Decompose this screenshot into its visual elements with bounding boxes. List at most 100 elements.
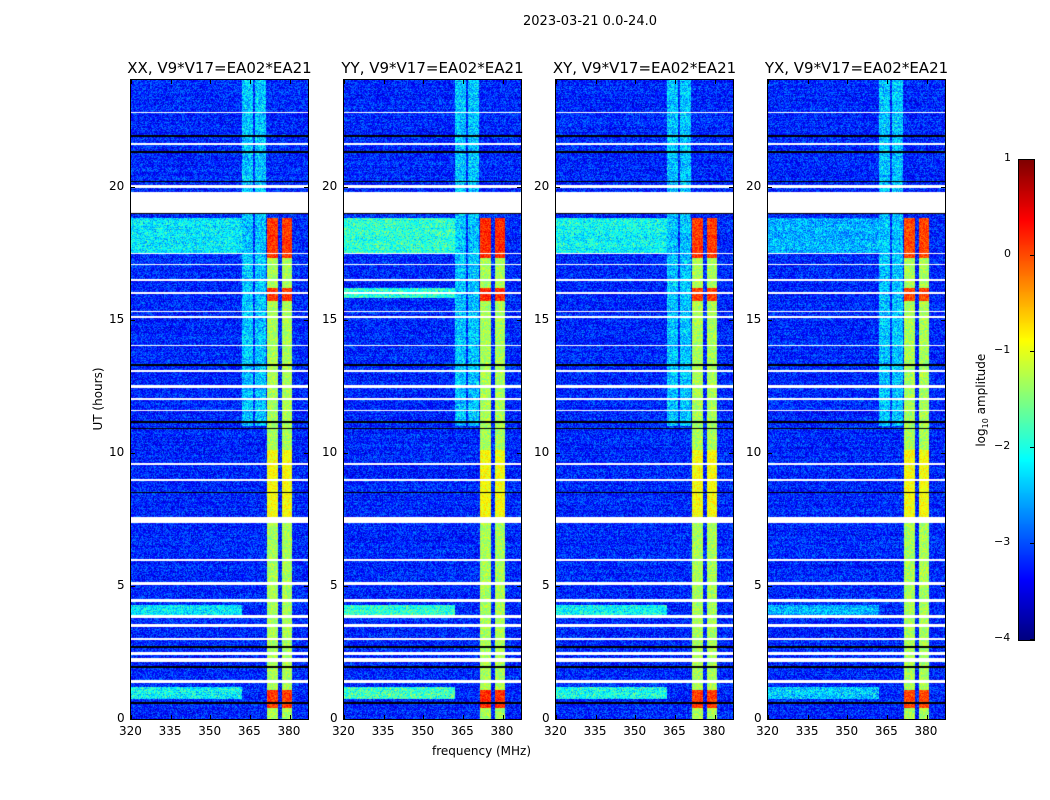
y-tick	[556, 186, 560, 188]
x-tick	[383, 80, 385, 84]
y-tick	[729, 319, 733, 321]
x-tick	[462, 715, 464, 719]
x-tick	[502, 715, 504, 719]
y-tick-label: 0	[754, 711, 762, 725]
y-tick	[517, 186, 521, 188]
x-tick-label: 350	[835, 724, 859, 738]
y-tick	[941, 585, 945, 587]
heatmap-panel	[130, 79, 309, 720]
heatmap-panel	[343, 79, 522, 720]
y-tick	[304, 585, 308, 587]
y-tick	[556, 719, 560, 720]
x-tick	[210, 80, 212, 84]
y-tick	[941, 186, 945, 188]
y-tick	[517, 585, 521, 587]
panel-title: XY, V9*V17=EA02*EA21	[552, 59, 737, 77]
y-tick	[768, 719, 772, 720]
y-tick-label: 15	[109, 311, 125, 326]
x-axis-label: frequency (MHz)	[432, 744, 532, 758]
y-tick-label: 20	[322, 178, 338, 193]
y-tick	[729, 452, 733, 454]
colorbar-label: log10 amplitude	[974, 340, 990, 460]
y-tick-label: 15	[534, 311, 550, 326]
y-tick	[131, 186, 135, 188]
colorbar-tick-label: 1	[1004, 151, 1011, 164]
y-tick	[304, 719, 308, 720]
heatmap-image	[344, 80, 521, 719]
colorbar-tick-label: 0	[1004, 247, 1011, 260]
y-tick	[556, 319, 560, 321]
y-tick	[768, 319, 772, 321]
x-tick	[423, 715, 425, 719]
colorbar-tick	[1030, 639, 1034, 640]
y-tick	[517, 719, 521, 720]
y-tick	[729, 719, 733, 720]
x-tick	[714, 715, 716, 719]
x-tick-label: 365	[874, 724, 898, 738]
x-tick	[807, 80, 809, 84]
y-tick	[131, 719, 135, 720]
colorbar-tick	[1030, 159, 1034, 160]
x-tick	[289, 715, 291, 719]
y-tick	[768, 585, 772, 587]
x-tick	[847, 80, 849, 84]
y-tick	[304, 186, 308, 188]
x-tick	[768, 715, 769, 719]
x-tick	[131, 80, 132, 84]
panel-title: YY, V9*V17=EA02*EA21	[341, 59, 524, 77]
y-tick	[344, 186, 348, 188]
x-tick	[170, 80, 172, 84]
x-tick	[926, 80, 928, 84]
colorbar-tick-label: −4	[994, 631, 1011, 644]
x-tick	[170, 715, 172, 719]
x-tick	[383, 715, 385, 719]
x-tick-label: 350	[623, 724, 647, 738]
x-tick-label: 365	[662, 724, 686, 738]
y-tick	[517, 452, 521, 454]
y-tick	[556, 585, 560, 587]
colorbar-tick-label: −2	[994, 439, 1011, 452]
x-tick	[249, 715, 251, 719]
x-tick	[556, 715, 557, 719]
colorbar-tick-label: −3	[994, 535, 1011, 548]
x-tick-label: 335	[371, 724, 395, 738]
colorbar-gradient	[1019, 160, 1034, 640]
x-tick-label: 335	[158, 724, 182, 738]
x-tick	[210, 715, 212, 719]
y-tick-label: 10	[746, 444, 762, 459]
y-tick	[517, 319, 521, 321]
x-tick	[502, 80, 504, 84]
y-tick-label: 10	[534, 444, 550, 459]
y-tick-label: 20	[746, 178, 762, 193]
y-tick	[131, 452, 135, 454]
colorbar-label-log: log	[973, 428, 988, 447]
figure-title: 2023-03-21 0.0-24.0	[523, 14, 657, 29]
y-tick	[556, 452, 560, 454]
x-tick	[249, 80, 251, 84]
y-tick-label: 0	[542, 711, 550, 725]
y-tick-label: 10	[322, 444, 338, 459]
x-tick	[926, 715, 928, 719]
panel-title: XX, V9*V17=EA02*EA21	[127, 59, 312, 77]
y-tick-label: 20	[534, 178, 550, 193]
y-tick	[344, 585, 348, 587]
heatmap-image	[131, 80, 308, 719]
x-tick-label: 350	[198, 724, 222, 738]
y-tick-label: 5	[117, 577, 125, 592]
y-tick	[131, 319, 135, 321]
x-tick-label: 380	[702, 724, 726, 738]
x-tick-label: 365	[237, 724, 261, 738]
x-tick	[556, 80, 557, 84]
x-tick	[344, 80, 345, 84]
colorbar-label-rest: amplitude	[973, 353, 988, 419]
colorbar-tick	[1030, 543, 1034, 544]
x-tick-label: 380	[277, 724, 301, 738]
x-tick	[344, 715, 345, 719]
x-tick	[674, 715, 676, 719]
x-tick-label: 365	[450, 724, 474, 738]
x-tick-label: 335	[795, 724, 819, 738]
x-tick	[289, 80, 291, 84]
colorbar-tick	[1030, 351, 1034, 352]
x-tick	[595, 715, 597, 719]
